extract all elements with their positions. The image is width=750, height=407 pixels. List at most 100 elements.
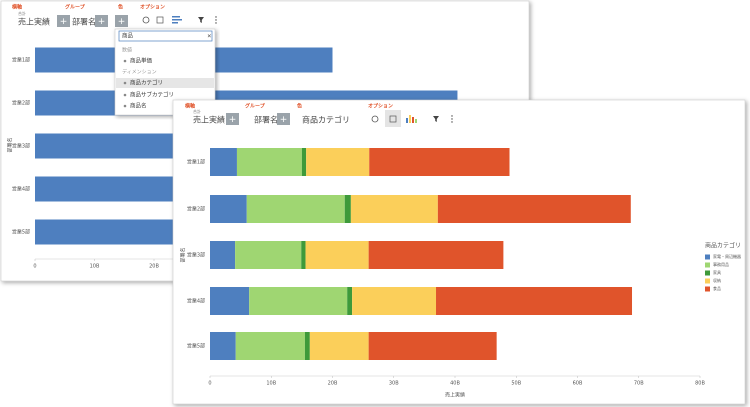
- plus-icon: +: [98, 17, 106, 27]
- comment-icon[interactable]: [389, 115, 397, 123]
- filter-icon[interactable]: [198, 17, 204, 23]
- y-tick-label: 営業5部: [12, 229, 30, 236]
- x-label: 横軸: [184, 103, 195, 110]
- x-tick-label: 20B: [328, 381, 338, 387]
- dropdown-item[interactable]: 商品サブカテゴリ: [130, 91, 174, 99]
- legend-swatch: [705, 262, 710, 268]
- x-tick-label: 60B: [573, 381, 583, 387]
- plus-icon: +: [280, 115, 288, 125]
- bar-segment: [301, 148, 307, 176]
- bar-segment: [350, 195, 438, 223]
- x-tick-label: 0: [208, 381, 211, 387]
- chart-type-icon[interactable]: [172, 16, 182, 24]
- hover-highlight: [116, 78, 214, 88]
- front-window: 横軸 合計 売上実績 + グループ 部署名 + 色 商品カテゴリ オプション 0…: [172, 99, 746, 405]
- y-tick-label: 営業4部: [12, 186, 30, 193]
- bar-segment: [235, 332, 305, 360]
- add-button[interactable]: [57, 15, 70, 27]
- x-label: 横軸: [11, 4, 22, 11]
- group-field[interactable]: 部署名: [254, 115, 278, 125]
- bar-segment: [306, 148, 370, 176]
- option-label: オプション: [368, 103, 393, 110]
- more-icon[interactable]: [451, 115, 453, 123]
- x-tick-label: 70B: [634, 381, 644, 387]
- y-axis-title: 部署名: [180, 247, 187, 262]
- x-tick-label: 10B: [266, 381, 276, 387]
- legend-swatch: [705, 278, 710, 284]
- bar-segment: [210, 241, 236, 269]
- refresh-icon[interactable]: [142, 16, 150, 24]
- color-field[interactable]: 商品カテゴリ: [302, 115, 350, 125]
- search-box[interactable]: [118, 30, 213, 42]
- bar-segment: [235, 241, 302, 269]
- add-button[interactable]: [226, 113, 239, 125]
- bar-segment: [249, 287, 348, 315]
- legend-label: 家具: [713, 269, 721, 275]
- dropdown-item[interactable]: 商品名: [130, 102, 147, 110]
- option-label: オプション: [140, 4, 165, 11]
- bar-segment: [304, 332, 310, 360]
- y-tick-label: 営業2部: [187, 206, 205, 213]
- x-tick-label: 80B: [695, 381, 705, 387]
- field-dropdown: 商品 × 数値 商品単価 ディメンション 商品カテゴリ 商品サブカテゴリ 商品名: [114, 28, 216, 116]
- bar-segment: [210, 195, 247, 223]
- more-icon[interactable]: [215, 16, 217, 24]
- group-label: グループ: [65, 4, 86, 11]
- plus-icon: +: [118, 17, 126, 27]
- bar-segment: [210, 148, 237, 176]
- y-tick-label: 営業3部: [12, 143, 30, 150]
- dropdown-item[interactable]: 商品単価: [130, 57, 153, 65]
- bar-segment: [368, 332, 497, 360]
- bar-segment: [347, 287, 353, 315]
- search-text: 商品: [122, 32, 134, 40]
- section-title: ディメンション: [122, 69, 157, 76]
- group-field[interactable]: 部署名: [72, 17, 96, 27]
- section-title: 数値: [122, 47, 132, 54]
- comment-icon[interactable]: [156, 16, 164, 24]
- legend-title: 商品カテゴリ: [705, 242, 741, 250]
- clear-icon[interactable]: ×: [207, 34, 212, 40]
- x-tick-label: 0: [33, 264, 36, 270]
- y-tick-label: 営業5部: [187, 343, 205, 350]
- bar-segment: [210, 332, 236, 360]
- legend-swatch: [705, 270, 710, 276]
- filter-icon[interactable]: [433, 116, 439, 122]
- x-axis-title: 売上実績: [445, 392, 465, 399]
- plus-icon: +: [60, 17, 68, 27]
- bar-segment: [344, 195, 351, 223]
- add-button[interactable]: [277, 113, 290, 125]
- bar-segment: [352, 287, 437, 315]
- bar-segment: [210, 287, 250, 315]
- legend-label: 食品: [713, 285, 721, 291]
- add-button[interactable]: [95, 15, 108, 27]
- bar-segment: [305, 241, 369, 269]
- x-tick-label: 10B: [90, 264, 100, 270]
- legend-label: 事務用品: [713, 261, 729, 267]
- refresh-icon[interactable]: [371, 115, 379, 123]
- y-tick-label: 営業4部: [187, 298, 205, 305]
- x-tick-label: 40B: [450, 381, 460, 387]
- x-tick-label: 50B: [511, 381, 521, 387]
- legend-swatch: [705, 254, 710, 260]
- toolbar: 横軸 合計 売上実績 + グループ 部署名 + 色 + オプション: [11, 4, 217, 27]
- x-tick-label: 30B: [389, 381, 399, 387]
- bar-segment: [369, 148, 510, 176]
- chart: 0 10B 20B 30B 40B 50B 60B 70B 80B 営業1部営業2部営業3部営業4…: [180, 148, 741, 399]
- add-button[interactable]: [115, 15, 128, 27]
- y-axis-title: 部署名: [7, 137, 14, 152]
- bar-segment: [246, 195, 345, 223]
- x-field[interactable]: 売上実績: [193, 115, 225, 125]
- x-field[interactable]: 売上実績: [18, 17, 50, 27]
- toolbar: 横軸 合計 売上実績 + グループ 部署名 + 色 商品カテゴリ オプション: [184, 103, 453, 127]
- group-label: グループ: [245, 103, 266, 110]
- active-highlight: [385, 110, 401, 127]
- y-tick-label: 営業2部: [12, 100, 30, 107]
- item-icons: [123, 59, 127, 108]
- chart-type-icon[interactable]: [406, 115, 417, 123]
- legend-label: 収納: [713, 277, 721, 283]
- dropdown-item[interactable]: 商品カテゴリ: [130, 79, 163, 87]
- legend-swatch: [705, 286, 710, 292]
- plus-icon: +: [229, 115, 237, 125]
- y-tick-label: 営業1部: [187, 159, 205, 166]
